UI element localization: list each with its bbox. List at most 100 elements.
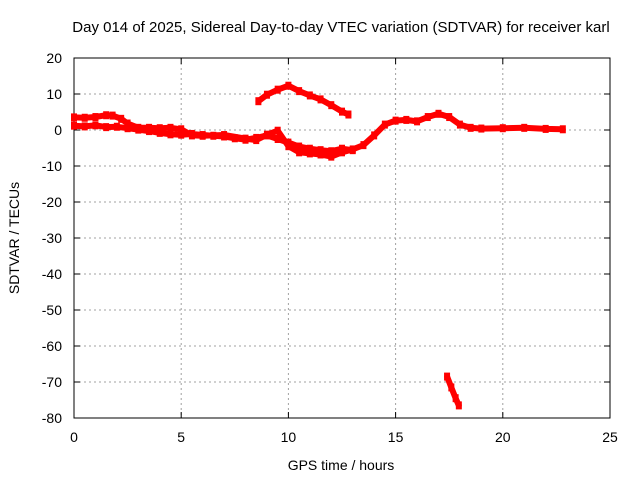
x-tick-label: 25 [602, 429, 618, 445]
data-point [448, 383, 455, 392]
data-point [306, 91, 313, 100]
data-point [542, 124, 549, 133]
x-tick-label: 15 [388, 429, 404, 445]
y-tick-label: -20 [42, 194, 62, 210]
data-point [253, 133, 260, 142]
series-line [255, 82, 352, 118]
y-tick-label: 10 [46, 86, 62, 102]
x-tick-label: 5 [177, 429, 185, 445]
y-tick-label: -50 [42, 302, 62, 318]
data-point [274, 135, 281, 143]
chart-title: Day 014 of 2025, Sidereal Day-to-day VTE… [72, 19, 609, 36]
data-point [242, 135, 249, 144]
data-point [444, 372, 451, 381]
data-point [414, 117, 421, 126]
data-point [274, 126, 281, 135]
y-tick-label: -80 [42, 410, 62, 426]
data-point [317, 146, 324, 155]
data-point [296, 87, 303, 96]
data-point [392, 116, 399, 125]
data-point [81, 122, 88, 131]
data-point [499, 124, 506, 133]
data-point [403, 115, 410, 124]
data-point [92, 113, 99, 122]
data-point [371, 131, 378, 140]
data-point [339, 107, 345, 116]
data-point [274, 85, 281, 94]
data-point [92, 121, 99, 130]
series-track-3 [255, 81, 352, 119]
data-point [446, 113, 453, 122]
x-tick-label: 20 [495, 429, 511, 445]
data-point [146, 127, 153, 136]
y-tick-label: -60 [42, 338, 62, 354]
data-point [178, 130, 185, 139]
x-axis-label: GPS time / hours [288, 457, 395, 473]
data-point [167, 123, 174, 132]
data-point [317, 150, 324, 159]
y-tick-label: 20 [46, 50, 62, 66]
data-point [328, 101, 335, 110]
series-track-4 [444, 372, 462, 410]
data-point [345, 110, 352, 119]
data-point [456, 120, 463, 129]
data-point [118, 114, 125, 123]
y-axis-label: SDTVAR / TECUs [6, 182, 22, 294]
data-point [124, 119, 131, 128]
data-point [467, 123, 474, 132]
data-point [285, 81, 292, 90]
y-tick-label: -30 [42, 230, 62, 246]
data-point [296, 142, 303, 151]
data-point [381, 120, 388, 129]
data-point [167, 130, 174, 139]
data-point [109, 111, 116, 120]
data-point [255, 97, 262, 106]
data-point [210, 131, 217, 140]
data-point [188, 129, 195, 138]
data-point [455, 401, 462, 410]
data-point [360, 141, 367, 150]
axis-ticks: 0 5 10 15 20 25 20 10 0 -10 -20 -30 -40 -50 -60 -70 -80 [42, 50, 618, 445]
data-point [71, 121, 77, 130]
data-point [103, 123, 110, 132]
data-point [178, 125, 185, 134]
y-tick-label: -40 [42, 266, 62, 282]
data-point [435, 109, 442, 118]
y-tick-label: 0 [54, 122, 62, 138]
data-point [156, 124, 163, 133]
data-point [306, 149, 313, 158]
data-point [81, 113, 88, 122]
data-point [328, 147, 335, 156]
data-point [113, 122, 120, 131]
data-point [124, 124, 131, 133]
data-point [339, 144, 345, 153]
data-point [296, 148, 303, 157]
data-point [263, 131, 270, 140]
data-point [559, 125, 566, 134]
data-point [478, 124, 485, 133]
data-point [199, 131, 206, 140]
x-tick-label: 0 [70, 429, 78, 445]
x-tick-label: 10 [281, 429, 297, 445]
data-point [349, 146, 356, 155]
data-series [71, 81, 566, 410]
data-point [103, 111, 110, 120]
data-point [521, 123, 528, 132]
data-point [231, 134, 238, 143]
data-point [452, 394, 459, 403]
data-point [135, 125, 142, 134]
data-point [424, 113, 431, 122]
data-point [328, 152, 335, 161]
series-track-2 [71, 121, 356, 156]
data-point [263, 90, 270, 99]
y-tick-label: -10 [42, 158, 62, 174]
data-point [317, 95, 324, 104]
data-point [306, 144, 313, 153]
data-point [221, 132, 228, 141]
y-tick-label: -70 [42, 374, 62, 390]
data-point [285, 138, 292, 147]
data-point [71, 113, 77, 122]
data-point [156, 128, 163, 137]
